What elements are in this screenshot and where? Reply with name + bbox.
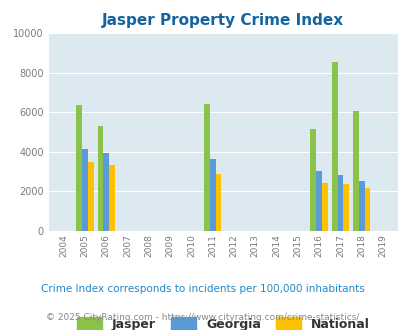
Bar — [103, 153, 109, 231]
Bar — [109, 165, 115, 231]
Text: © 2025 CityRating.com - https://www.cityrating.com/crime-statistics/: © 2025 CityRating.com - https://www.city… — [46, 313, 359, 322]
Text: Crime Index corresponds to incidents per 100,000 inhabitants: Crime Index corresponds to incidents per… — [41, 284, 364, 294]
Bar — [364, 188, 369, 231]
Bar — [358, 181, 364, 231]
Bar — [76, 105, 82, 231]
Bar — [82, 149, 87, 231]
Title: Jasper Property Crime Index: Jasper Property Crime Index — [102, 13, 343, 28]
Bar — [315, 171, 321, 231]
Bar — [321, 183, 327, 231]
Bar — [310, 129, 315, 231]
Bar — [97, 126, 103, 231]
Bar — [209, 159, 215, 231]
Bar — [342, 184, 348, 231]
Bar — [87, 162, 93, 231]
Bar — [352, 111, 358, 231]
Bar — [215, 174, 221, 231]
Legend: Jasper, Georgia, National: Jasper, Georgia, National — [72, 313, 374, 330]
Bar — [337, 175, 342, 231]
Bar — [204, 104, 209, 231]
Bar — [331, 62, 337, 231]
